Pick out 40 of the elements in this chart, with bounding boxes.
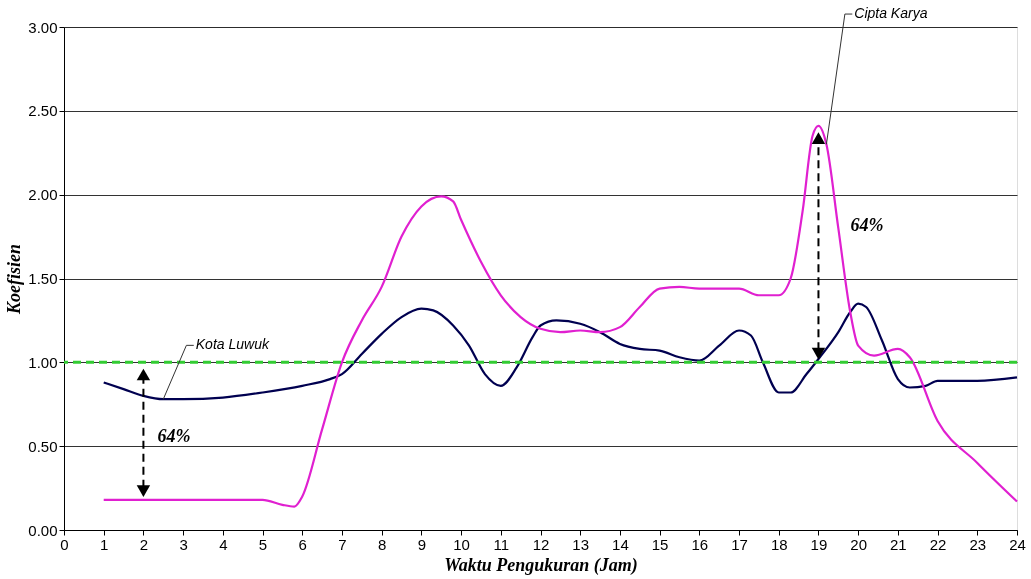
y-tick-label: 0.00 xyxy=(28,521,58,539)
x-tick-label: 0 xyxy=(60,535,69,553)
y-tick-label: 2.50 xyxy=(28,102,58,120)
x-tick-label: 18 xyxy=(770,535,788,553)
x-tick-label: 9 xyxy=(417,535,427,553)
x-tick-label: 17 xyxy=(731,535,748,553)
x-tick-label: 6 xyxy=(298,535,307,553)
y-tick-label: 0.50 xyxy=(28,437,58,455)
x-tick-label: 11 xyxy=(493,535,510,553)
x-tick-label: 5 xyxy=(258,535,268,553)
x-axis-title: Waktu Pengukuran (Jam) xyxy=(444,554,638,576)
y-tick-label: 2.00 xyxy=(28,186,58,204)
x-tick-label: 12 xyxy=(532,535,550,553)
y-tick-label: 1.50 xyxy=(28,270,58,287)
text: Cipta Karya xyxy=(854,5,928,22)
x-tick-label: 3 xyxy=(179,535,188,553)
x-tick-label: 20 xyxy=(850,535,868,553)
text: Kota Luwuk xyxy=(195,336,270,353)
x-tick-label: 15 xyxy=(651,535,669,553)
y-tick-label: 1.00 xyxy=(28,353,58,371)
x-tick-label: 21 xyxy=(890,535,907,553)
x-tick-label: 10 xyxy=(453,535,470,553)
x-tick-label: 7 xyxy=(338,535,347,553)
x-tick-label: 23 xyxy=(969,535,987,553)
x-tick-label: 14 xyxy=(612,535,629,553)
annotation: 64% xyxy=(850,215,884,236)
x-tick-label: 13 xyxy=(572,535,590,553)
x-tick-label: 4 xyxy=(219,535,228,553)
y-tick-label: 3.00 xyxy=(28,18,58,36)
x-tick-label: 19 xyxy=(810,535,828,553)
x-tick-label: 8 xyxy=(377,535,387,553)
x-tick-label: 24 xyxy=(1009,535,1026,553)
x-tick-label: 22 xyxy=(929,535,947,553)
x-tick-label: 2 xyxy=(139,535,149,553)
x-tick-label: 16 xyxy=(691,535,709,553)
annotation: 64% xyxy=(157,426,191,447)
y-axis-title: Koefisien xyxy=(4,244,25,315)
line-series xyxy=(102,302,1019,401)
x-tick-label: 1 xyxy=(100,535,109,553)
line-series xyxy=(102,124,1019,508)
